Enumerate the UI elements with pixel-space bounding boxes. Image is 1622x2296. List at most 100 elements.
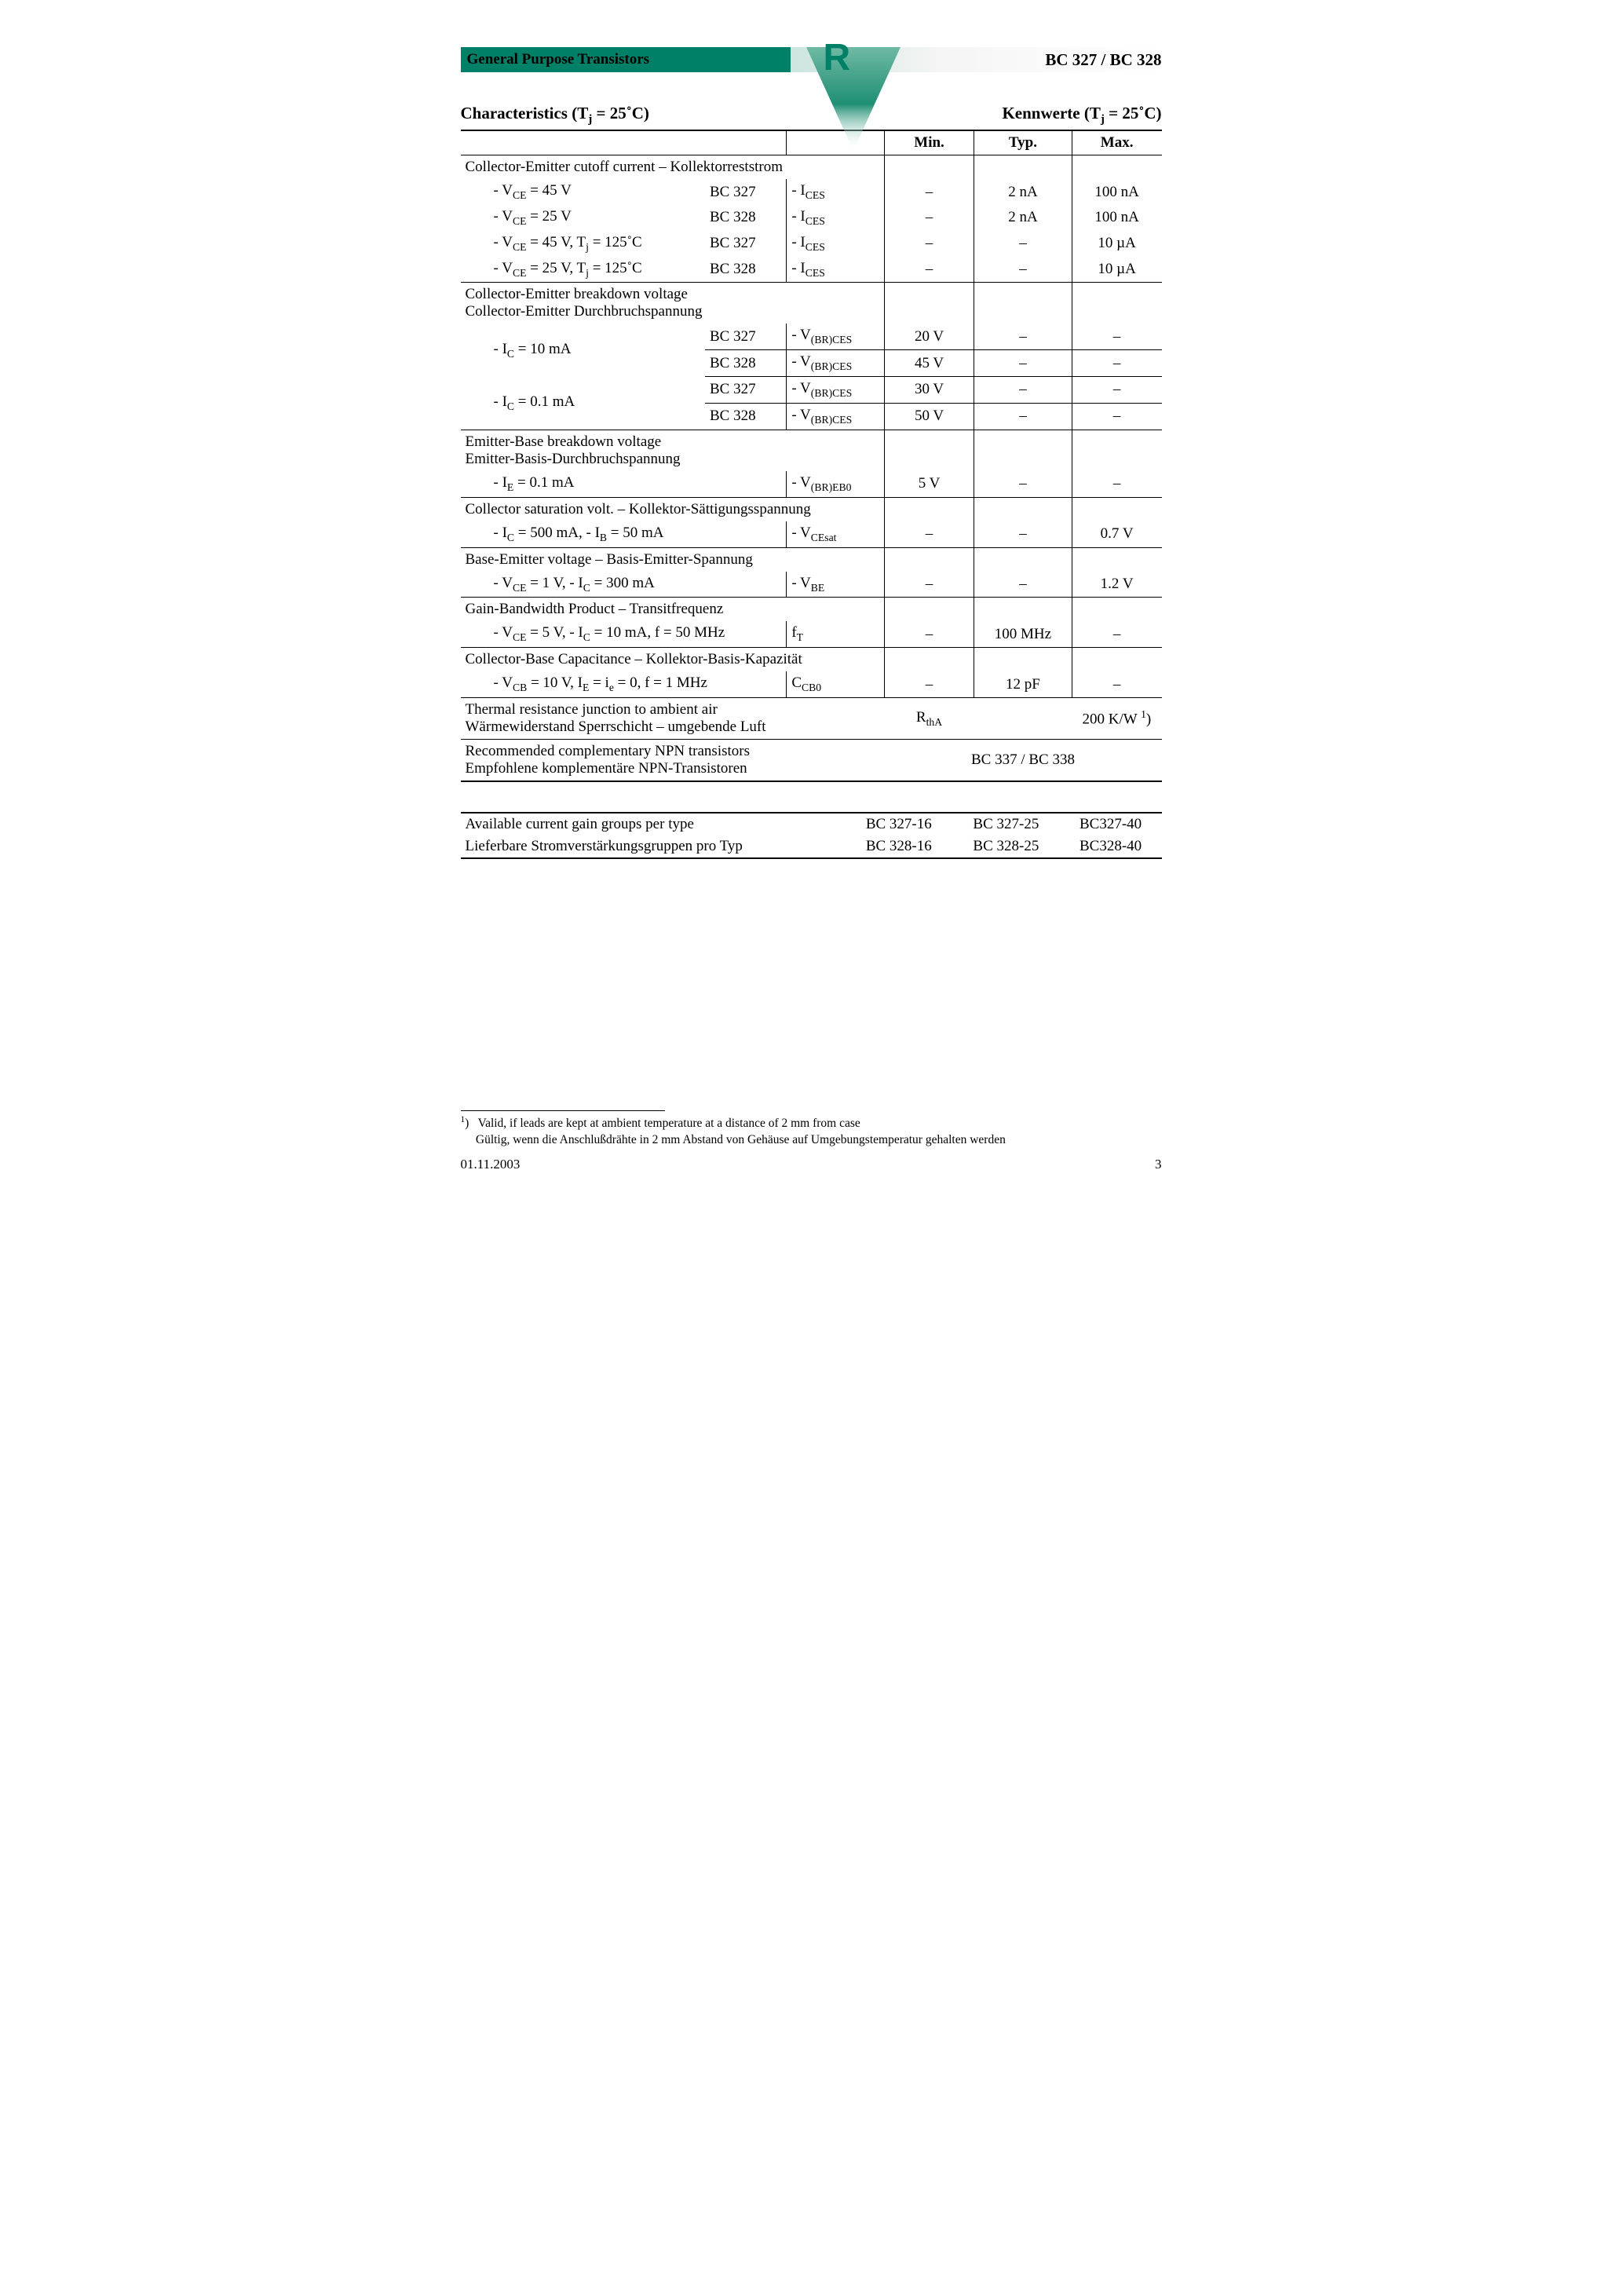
- row-min: 20 V: [884, 324, 974, 349]
- row-min: 30 V: [884, 376, 974, 403]
- row-max: –: [1072, 350, 1161, 377]
- row-device: BC 328: [705, 257, 787, 283]
- row-device: BC 327: [705, 231, 787, 257]
- row-max: –: [1072, 671, 1161, 697]
- col-min: Min.: [884, 130, 974, 155]
- row-symbol: - V(BR)CES: [787, 350, 885, 377]
- row-value: BC 337 / BC 338: [884, 740, 1161, 782]
- row-typ: 2 nA: [974, 205, 1072, 231]
- row-header: Emitter-Basis-Durchbruchspannung: [466, 451, 681, 467]
- row-cond: - VCE = 5 V, - IC = 10 mA, f = 50 MHz: [461, 621, 787, 647]
- logo-letter: R: [824, 36, 851, 79]
- row-max: 1.2 V: [1072, 572, 1161, 598]
- row-cond: - IC = 0.1 mA: [461, 376, 706, 430]
- row-typ: –: [974, 257, 1072, 283]
- row-min: 5 V: [884, 471, 974, 497]
- footnote-en: Valid, if leads are kept at ambient temp…: [478, 1117, 860, 1130]
- row-max: –: [1072, 621, 1161, 647]
- table-row: Base-Emitter voltage – Basis-Emitter-Spa…: [461, 547, 1162, 572]
- row-header: Thermal resistance junction to ambient a…: [466, 701, 718, 718]
- footnote-rule: [461, 1110, 665, 1111]
- row-header: Collector-Emitter Durchbruchspannung: [466, 303, 703, 320]
- row-typ: –: [974, 231, 1072, 257]
- row-symbol: - VBE: [787, 572, 885, 598]
- row-device: BC 328: [705, 350, 787, 377]
- row-typ: –: [974, 403, 1072, 430]
- section-title-right: Kennwerte (Tj = 25˚C): [1002, 104, 1161, 126]
- row-symbol: - ICES: [787, 205, 885, 231]
- row-typ: –: [974, 324, 1072, 349]
- row-max: 100 nA: [1072, 205, 1161, 231]
- footnote-de: Gültig, wenn die Anschlußdrähte in 2 mm …: [476, 1133, 1006, 1146]
- col-max: Max.: [1072, 130, 1161, 155]
- gain-label: Available current gain groups per type: [461, 813, 846, 835]
- table-row: - VCE = 25 V BC 328 - ICES – 2 nA 100 nA: [461, 205, 1162, 231]
- gain-cell: BC 327-25: [952, 813, 1060, 835]
- row-header: Wärmewiderstand Sperrschicht – umgebende…: [466, 718, 766, 735]
- header-title-left: General Purpose Transistors: [461, 47, 791, 72]
- header-title-right-text: BC 327 / BC 328: [1045, 50, 1161, 70]
- row-max: 0.7 V: [1072, 521, 1161, 547]
- row-max: –: [1072, 324, 1161, 349]
- row-min: –: [884, 521, 974, 547]
- row-cond: - VCB = 10 V, IE = ie = 0, f = 1 MHz: [461, 671, 787, 697]
- table-row: Available current gain groups per type B…: [461, 813, 1162, 835]
- row-symbol: - V(BR)CES: [787, 376, 885, 403]
- row-max: 10 µA: [1072, 257, 1161, 283]
- header-title-right: BC 327 / BC 328: [1045, 47, 1161, 72]
- table-row: Collector saturation volt. – Kollektor-S…: [461, 497, 1162, 521]
- table-header-row: Min. Typ. Max.: [461, 130, 1162, 155]
- row-device: BC 327: [705, 179, 787, 205]
- table-row: Lieferbare Stromverstärkungsgruppen pro …: [461, 835, 1162, 858]
- section-title-row: Characteristics (Tj = 25˚C) Kennwerte (T…: [461, 104, 1162, 126]
- row-symbol: - ICES: [787, 179, 885, 205]
- row-device: BC 327: [705, 324, 787, 349]
- datasheet-page: General Purpose Transistors R BC 327 / B…: [406, 0, 1217, 1204]
- row-min: –: [884, 572, 974, 598]
- row-min: –: [884, 205, 974, 231]
- row-max: –: [1072, 471, 1161, 497]
- row-cond: - IC = 10 mA: [461, 324, 706, 376]
- row-symbol: - VCEsat: [787, 521, 885, 547]
- header-title-left-text: General Purpose Transistors: [467, 51, 650, 68]
- row-cond: - IE = 0.1 mA: [461, 471, 787, 497]
- row-typ: –: [974, 521, 1072, 547]
- row-typ: –: [974, 350, 1072, 377]
- table-row: - IE = 0.1 mA - V(BR)EB0 5 V – –: [461, 471, 1162, 497]
- gain-cell: BC 328-16: [846, 835, 953, 858]
- table-row: - VCE = 45 V, Tj = 125˚C BC 327 - ICES –…: [461, 231, 1162, 257]
- gain-cell: BC 327-16: [846, 813, 953, 835]
- row-cond: - VCE = 25 V: [461, 205, 706, 231]
- row-typ: 2 nA: [974, 179, 1072, 205]
- table-row: - IC = 10 mA BC 327 - V(BR)CES 20 V – –: [461, 324, 1162, 349]
- characteristics-table: Min. Typ. Max. Collector-Emitter cutoff …: [461, 130, 1162, 782]
- table-row: - IC = 0.1 mA BC 327 - V(BR)CES 30 V – –: [461, 376, 1162, 403]
- row-max: 10 µA: [1072, 231, 1161, 257]
- gain-groups-table: Available current gain groups per type B…: [461, 812, 1162, 859]
- table-row: - IC = 500 mA, - IB = 50 mA - VCEsat – –…: [461, 521, 1162, 547]
- row-header: Empfohlene komplementäre NPN-Transistore…: [466, 760, 747, 777]
- row-max: 100 nA: [1072, 179, 1161, 205]
- footnote-mark: 1: [461, 1115, 466, 1124]
- table-row: Gain-Bandwidth Product – Transitfrequenz: [461, 598, 1162, 622]
- row-min: 45 V: [884, 350, 974, 377]
- row-device: BC 328: [705, 403, 787, 430]
- table-row: - VCB = 10 V, IE = ie = 0, f = 1 MHz CCB…: [461, 671, 1162, 697]
- row-typ: 100 MHz: [974, 621, 1072, 647]
- row-symbol: - V(BR)CES: [787, 324, 885, 349]
- table-row: - VCE = 5 V, - IC = 10 mA, f = 50 MHz fT…: [461, 621, 1162, 647]
- row-min: –: [884, 257, 974, 283]
- row-header: Base-Emitter voltage – Basis-Emitter-Spa…: [461, 547, 885, 572]
- row-typ: –: [974, 572, 1072, 598]
- table-row: - VCE = 45 V BC 327 - ICES – 2 nA 100 nA: [461, 179, 1162, 205]
- row-typ: –: [974, 376, 1072, 403]
- row-max: –: [1072, 376, 1161, 403]
- row-header: Collector-Base Capacitance – Kollektor-B…: [461, 648, 885, 672]
- row-cond: - VCE = 45 V, Tj = 125˚C: [461, 231, 706, 257]
- table-row: Collector-Base Capacitance – Kollektor-B…: [461, 648, 1162, 672]
- row-header: Emitter-Base breakdown voltage: [466, 433, 662, 450]
- row-header: Collector saturation volt. – Kollektor-S…: [461, 497, 885, 521]
- row-device: BC 327: [705, 376, 787, 403]
- row-symbol: - ICES: [787, 231, 885, 257]
- table-row: Emitter-Base breakdown voltage Emitter-B…: [461, 430, 1162, 472]
